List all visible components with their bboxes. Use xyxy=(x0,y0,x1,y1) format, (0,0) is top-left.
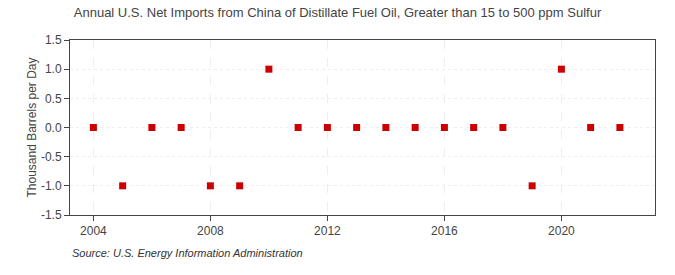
svg-text:2016: 2016 xyxy=(431,224,458,238)
svg-text:0.0: 0.0 xyxy=(45,121,62,135)
svg-text:-1.5: -1.5 xyxy=(41,208,62,222)
svg-text:2020: 2020 xyxy=(548,224,575,238)
svg-text:2004: 2004 xyxy=(80,224,107,238)
svg-text:Source: U.S. Energy Informatio: Source: U.S. Energy Information Administ… xyxy=(72,247,303,259)
svg-text:Annual U.S. Net Imports from C: Annual U.S. Net Imports from China of Di… xyxy=(74,5,602,20)
svg-text:-0.5: -0.5 xyxy=(41,150,62,164)
svg-text:1.0: 1.0 xyxy=(45,62,62,76)
svg-text:2012: 2012 xyxy=(314,224,341,238)
svg-text:Thousand Barrels per Day: Thousand Barrels per Day xyxy=(25,57,39,197)
svg-text:1.5: 1.5 xyxy=(45,33,62,47)
svg-text:-1.0: -1.0 xyxy=(41,179,62,193)
svg-text:0.5: 0.5 xyxy=(45,92,62,106)
svg-text:2008: 2008 xyxy=(197,224,224,238)
